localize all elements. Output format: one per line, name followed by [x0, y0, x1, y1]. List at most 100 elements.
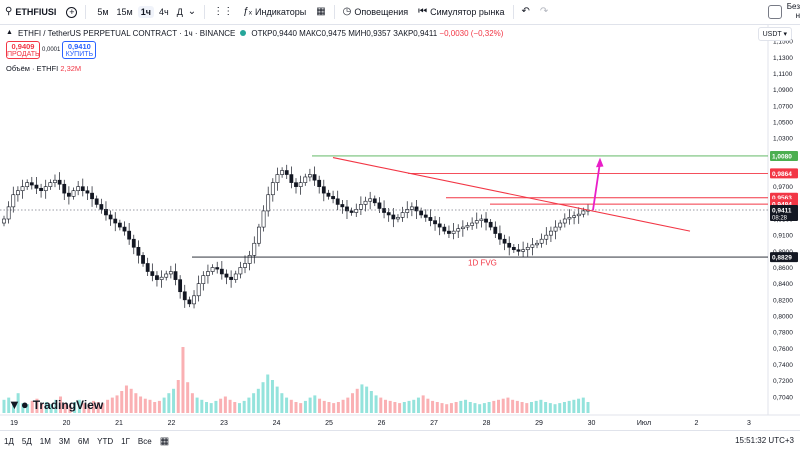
range-0[interactable]: 1Д	[4, 437, 14, 446]
volume-label: Объём · ETHFI	[6, 64, 59, 73]
volume-bar	[148, 399, 152, 413]
time-tick-label: 20	[63, 420, 71, 427]
volume-bar	[492, 400, 496, 413]
time-tick-label: Июл	[637, 420, 651, 427]
candle-body	[294, 182, 298, 187]
candle-body	[372, 198, 377, 204]
price-tick-label: 0,7600	[773, 346, 793, 353]
time-tick-label: 19	[10, 420, 18, 427]
timeframe-3[interactable]: 4ч	[158, 7, 169, 17]
candle-body	[437, 223, 442, 228]
candle-body	[553, 226, 558, 232]
undo-button[interactable]: ↶	[517, 0, 535, 24]
trendline	[332, 157, 691, 232]
price-label-text: 0,9563	[772, 195, 792, 202]
top-toolbar: ⚲ ETHFIUSI + 5м 15м 1ч 4ч Д ⌄ ⋮⋮ ƒₓ Индикатор…	[0, 0, 800, 25]
price-tick-label: 0,8400	[773, 281, 793, 288]
range-6[interactable]: 1Г	[121, 437, 130, 446]
candle-body	[488, 221, 493, 228]
chevron-up-icon[interactable]: ▲	[6, 29, 13, 36]
volume-bar	[214, 400, 218, 413]
volume-bar	[129, 388, 133, 413]
volume-bar	[459, 400, 463, 413]
volume-bar	[120, 391, 124, 413]
layouts-button[interactable]: ▦	[311, 0, 330, 24]
volume-bar	[421, 395, 425, 413]
volume-bar	[332, 403, 336, 413]
candle-body	[80, 186, 85, 192]
candle-body	[354, 209, 359, 213]
volume-bar	[209, 403, 213, 413]
sell-button[interactable]: 0,9409 ПРОДАТЬ	[6, 41, 40, 59]
candle-body	[159, 276, 164, 280]
volume-bar	[162, 397, 166, 413]
alerts-button[interactable]: ◷ Оповещения	[338, 0, 413, 24]
volume-bar	[501, 398, 505, 413]
candle-body	[423, 214, 428, 218]
price-label-box	[770, 252, 798, 263]
open-value: ОТКР0,9440	[251, 28, 297, 38]
range-1[interactable]: 5Д	[21, 437, 32, 446]
candle-body	[275, 174, 280, 183]
candle-body	[549, 230, 553, 236]
candle-body	[178, 279, 183, 293]
volume-bar	[572, 399, 576, 413]
currency-selector[interactable]: USDT ▾	[757, 27, 792, 41]
candle-body	[113, 218, 118, 224]
candle-body	[85, 190, 90, 194]
chart-legend: ▲ ETHFI / TetherUS PERPETUAL CONTRACT · …	[6, 28, 503, 38]
candle-body	[182, 291, 187, 301]
candle-body	[210, 267, 215, 272]
redo-button[interactable]: ↷	[535, 0, 553, 24]
timeframe-4[interactable]: Д	[176, 7, 183, 17]
calendar-icon[interactable]: ▦	[159, 435, 170, 447]
volume-bar	[529, 402, 533, 413]
symbol-search[interactable]: ⚲ ETHFIUSI	[0, 0, 61, 24]
price-chart[interactable]: 1,1500 1,1300 1,1100 1,0900 1,0700 1,0500 1,03…	[0, 25, 800, 430]
timeframe-selector: 5м 15м 1ч 4ч Д ⌄	[89, 0, 201, 24]
volume-bar	[82, 403, 86, 413]
volume-bar	[299, 403, 303, 413]
range-4[interactable]: 6М	[78, 437, 90, 446]
timeframe-2[interactable]: 1ч	[137, 6, 154, 18]
volume-bar	[73, 402, 77, 413]
candle-body	[108, 214, 113, 220]
timeframe-1[interactable]: 15м	[116, 7, 133, 17]
volume-bar	[525, 403, 529, 413]
buy-button[interactable]: 0,9410 КУПИТЬ	[62, 41, 97, 59]
volume-bar	[143, 398, 147, 413]
volume-bar	[167, 393, 171, 413]
range-3[interactable]: 3М	[58, 437, 70, 446]
chevron-down-icon[interactable]: ⌄	[187, 6, 197, 17]
layout-toggle[interactable]	[768, 5, 782, 19]
range-2[interactable]: 1М	[39, 437, 51, 446]
replay-label: Симулятор рынка	[430, 7, 505, 17]
range-5[interactable]: YTD	[97, 437, 114, 446]
volume-bar	[398, 403, 402, 413]
volume-bar	[365, 386, 369, 413]
volume-bar	[63, 403, 67, 413]
replay-button[interactable]: ⏮ Симулятор рынка	[413, 0, 509, 24]
volume-bar	[139, 396, 143, 413]
chart-type-button[interactable]: ⋮⋮	[208, 0, 238, 24]
volume-bar	[124, 385, 128, 413]
timeframe-0[interactable]: 5м	[97, 7, 109, 17]
volume-bar	[35, 398, 39, 413]
volume-bar	[228, 399, 232, 413]
candle-body	[76, 186, 81, 192]
indicators-button[interactable]: ƒₓ Индикаторы	[238, 0, 311, 24]
divider	[333, 5, 335, 19]
price-tick-label: 0,9700	[773, 184, 793, 191]
compare-button[interactable]: +	[61, 0, 82, 24]
volume-bar	[40, 403, 44, 413]
candle-body	[507, 242, 512, 248]
candle-body	[201, 275, 206, 284]
time-tick-label: 29	[535, 420, 543, 427]
time-tick-label: 22	[168, 420, 176, 427]
candle-body	[90, 192, 94, 200]
range-7[interactable]: Все	[137, 437, 152, 446]
volume-bar	[581, 397, 585, 413]
candle-body	[530, 244, 535, 248]
candle-body	[62, 183, 67, 194]
candle-body	[558, 222, 563, 228]
